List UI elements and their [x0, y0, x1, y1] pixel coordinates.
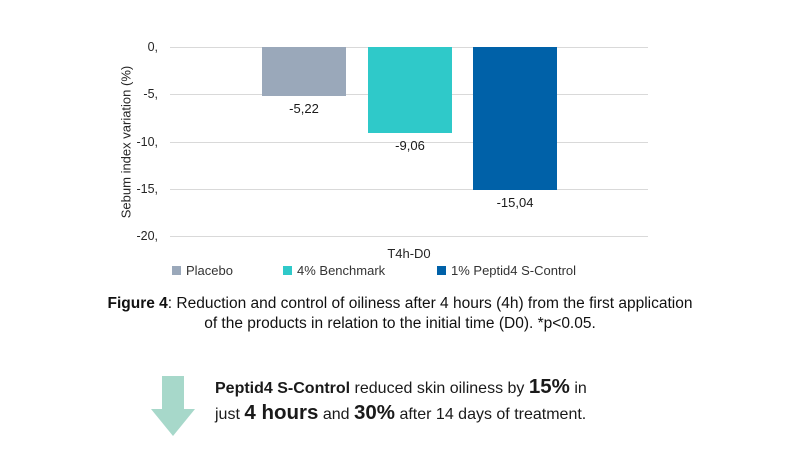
- legend-label-benchmark: 4% Benchmark: [297, 262, 386, 278]
- bar-group-peptid4: -15,04: [473, 47, 557, 210]
- figure-caption-line2: of the products in relation to the initi…: [204, 315, 596, 332]
- y-tick-10: -10,: [136, 135, 158, 149]
- legend-item-peptid4: 1% Peptid4 S-Control: [437, 262, 577, 278]
- callout-text-2: in: [569, 380, 587, 397]
- callout-4-hours: 4 hours: [244, 401, 319, 424]
- x-axis-label: T4h-D0: [387, 246, 431, 261]
- callout-percent-30: 30%: [353, 401, 396, 424]
- legend-item-placebo: Placebo: [172, 262, 233, 278]
- callout-text-5: after 14 days of treatment.: [395, 406, 587, 423]
- gridline: [170, 142, 648, 143]
- gridline: [170, 189, 648, 190]
- legend-item-benchmark: 4% Benchmark: [283, 262, 386, 278]
- y-tick-15: -15,: [136, 182, 158, 196]
- callout-text: Peptid4 S-Control reduced skin oiliness …: [215, 375, 660, 427]
- y-tick-0: 0,: [147, 40, 158, 54]
- callout-text-1: reduced skin oiliness by: [350, 380, 529, 397]
- bar-value-placebo: -5,22: [289, 101, 319, 116]
- figure-caption: Figure 4: Reduction and control of oilin…: [55, 294, 745, 334]
- legend-swatch-benchmark: [283, 265, 292, 275]
- gridline: [170, 236, 648, 237]
- legend-label-placebo: Placebo: [186, 262, 233, 278]
- bar-benchmark: [368, 47, 452, 133]
- down-arrow-icon: [151, 409, 195, 436]
- bar-group-benchmark: -9,06: [368, 47, 452, 153]
- y-tick-20: -20,: [136, 229, 158, 243]
- figure-caption-line1: : Reduction and control of oiliness afte…: [167, 295, 693, 312]
- bar-value-benchmark: -9,06: [395, 138, 425, 153]
- legend-label-peptid4: 1% Peptid4 S-Control: [451, 262, 577, 278]
- bar-group-placebo: -5,22: [262, 47, 346, 116]
- callout-percent-15: 15%: [528, 375, 570, 398]
- y-tick-5: -5,: [143, 87, 158, 101]
- bar-value-peptid4: -15,04: [496, 195, 534, 210]
- figure-caption-label: Figure 4: [107, 295, 168, 312]
- legend-swatch-placebo: [172, 265, 181, 275]
- legend-swatch-peptid4: [437, 265, 446, 275]
- bar-peptid4: [473, 47, 557, 190]
- down-arrow-icon: [162, 376, 184, 409]
- callout-text-4: and: [318, 406, 354, 423]
- callout-product-name: Peptid4 S-Control: [215, 380, 351, 397]
- callout-text-3: just: [215, 406, 245, 423]
- bar-placebo: [262, 47, 346, 96]
- plot-area: -5,22 -9,06 -15,04: [170, 47, 648, 237]
